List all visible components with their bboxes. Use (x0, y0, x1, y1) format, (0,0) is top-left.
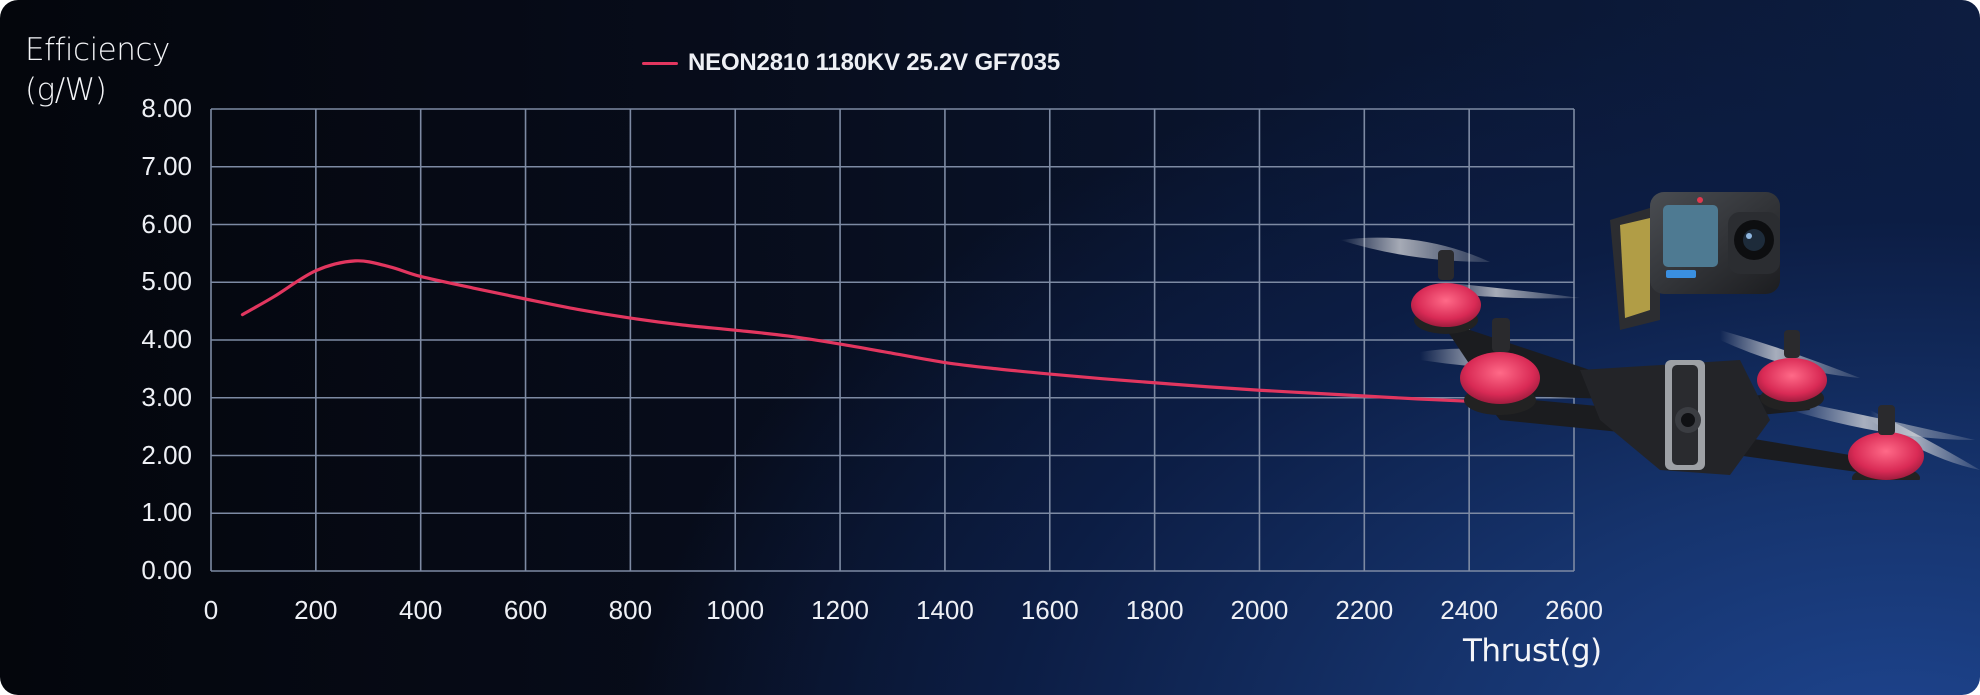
x-tick-label: 600 (503, 595, 548, 625)
motor-icon (1757, 330, 1827, 411)
y-tick-label: 4.00 (141, 324, 192, 354)
x-axis-title: Thrust(g) (1463, 633, 1602, 669)
y-axis-title-line2: (g/W) (25, 72, 107, 108)
y-tick-label: 2.00 (141, 439, 192, 470)
y-tick-label: 1.00 (141, 497, 192, 528)
x-tick-label: 400 (398, 595, 443, 625)
y-tick-label: 5.00 (141, 266, 192, 297)
action-camera-icon (1650, 192, 1780, 294)
x-tick-label: 1400 (916, 595, 974, 625)
x-tick-label: 2400 (1440, 595, 1499, 625)
x-tick-label: 1800 (1125, 595, 1184, 625)
y-tick-label: 0.00 (141, 555, 192, 585)
x-tick-label: 0 (203, 595, 219, 625)
x-tick-label: 800 (608, 595, 653, 625)
x-tick-label: 1200 (811, 595, 869, 625)
y-tick-label: 6.00 (141, 208, 192, 239)
y-axis-title: Efficiency (g/W) (25, 30, 170, 110)
x-tick-label: 200 (294, 595, 338, 625)
y-tick-label: 3.00 (141, 381, 192, 412)
x-tick-label: 2000 (1230, 595, 1289, 625)
legend-label: NEON2810 1180KV 25.2V GF7035 (688, 49, 1060, 76)
drone-product-image (1340, 192, 1980, 480)
chart-legend: NEON2810 1180KV 25.2V GF7035 (642, 48, 1060, 78)
motor-icon (1460, 318, 1540, 415)
y-tick-label: 8.00 (141, 93, 192, 123)
series-line (240, 259, 1521, 406)
x-tick-label: 2600 (1545, 595, 1603, 625)
y-axis-title-line1: Efficiency (25, 32, 170, 68)
motor-icon (1411, 250, 1481, 334)
y-tick-label: 7.00 (141, 150, 192, 181)
x-tick-label: 1000 (706, 595, 765, 625)
legend-line-swatch-icon (642, 61, 678, 65)
x-tick-label: 1600 (1020, 595, 1079, 625)
x-tick-label: 2200 (1335, 595, 1394, 625)
motor-icon (1848, 405, 1924, 480)
